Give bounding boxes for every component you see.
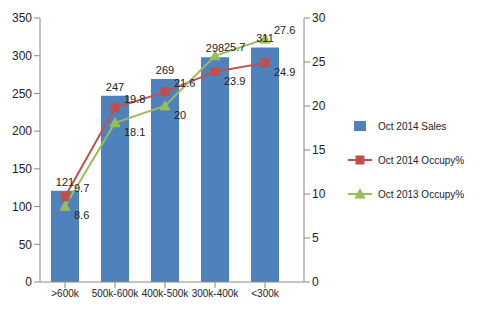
svg-text:27.6: 27.6 [274,24,295,36]
svg-text:5: 5 [312,231,319,245]
svg-text:<300k: <300k [251,288,280,299]
svg-text:500k-600k: 500k-600k [92,288,140,299]
svg-text:25.7: 25.7 [224,41,245,53]
svg-text:>600k: >600k [51,288,80,299]
html-text:Oct 2014 Sales: Oct 2014 Sales [378,120,447,132]
svg-text:269: 269 [156,64,174,76]
svg-text:21.6: 21.6 [174,77,195,89]
svg-text:350: 350 [12,11,32,25]
svg-text:24.9: 24.9 [274,66,295,78]
svg-text:10: 10 [312,187,326,201]
svg-text:250: 250 [12,87,32,101]
svg-text:100: 100 [12,200,32,214]
svg-text:298: 298 [206,42,224,54]
svg-text:0: 0 [312,275,319,289]
svg-text:150: 150 [12,162,32,176]
html-text:Oct 2013 Occupy%: Oct 2013 Occupy% [378,188,465,200]
html-text:Oct 2014 Occupy%: Oct 2014 Occupy% [378,154,465,166]
svg-text:20: 20 [174,109,186,121]
svg-text:121: 121 [56,176,74,188]
svg-text:9.7: 9.7 [74,182,89,194]
svg-text:8.6: 8.6 [74,209,89,221]
svg-text:200: 200 [12,124,32,138]
svg-text:50: 50 [19,238,33,252]
svg-text:247: 247 [106,81,124,93]
svg-text:400k-500k: 400k-500k [142,288,190,299]
svg-text:19.8: 19.8 [124,93,145,105]
svg-text:30: 30 [312,11,326,25]
svg-text:300k-400k: 300k-400k [192,288,240,299]
svg-text:15: 15 [312,143,326,157]
svg-text:311: 311 [256,32,274,44]
svg-text:20: 20 [312,99,326,113]
svg-text:18.1: 18.1 [124,126,145,138]
svg-text:0: 0 [25,275,32,289]
svg-text:25: 25 [312,55,326,69]
svg-text:300: 300 [12,49,32,63]
svg-text:23.9: 23.9 [224,75,245,87]
